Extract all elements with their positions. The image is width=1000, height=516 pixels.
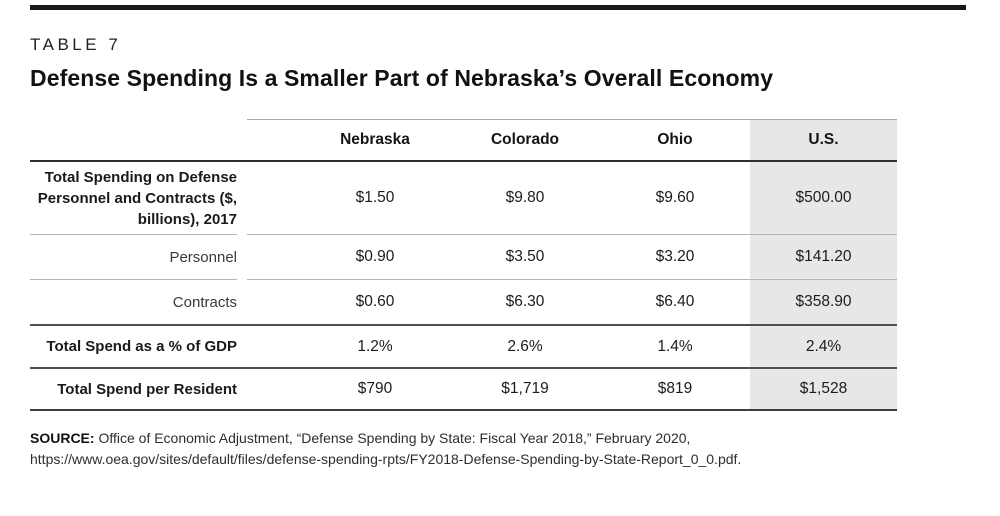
table-row-contracts: Contracts $0.60 $6.30 $6.40 $358.90	[30, 280, 897, 326]
cell-nebraska: 1.2%	[300, 326, 450, 369]
cell-ohio: $3.20	[600, 235, 750, 280]
column-gap	[237, 162, 247, 235]
source-label: SOURCE:	[30, 430, 95, 446]
report-page: TABLE 7 Defense Spending Is a Smaller Pa…	[0, 5, 1000, 470]
top-rule	[30, 5, 966, 10]
source-note: SOURCE: Office of Economic Adjustment, “…	[30, 428, 970, 470]
table-title: Defense Spending Is a Smaller Part of Ne…	[30, 65, 774, 91]
row-lead-spacer	[247, 280, 300, 326]
column-header-colorado: Colorado	[450, 119, 600, 162]
row-label: Total Spend as a % of GDP	[30, 326, 237, 369]
cell-colorado: $3.50	[450, 235, 600, 280]
header-row-label-spacer	[30, 119, 237, 162]
row-lead-spacer	[247, 369, 300, 411]
cell-colorado: $1,719	[450, 369, 600, 411]
column-gap	[237, 235, 247, 280]
cell-ohio: 1.4%	[600, 326, 750, 369]
cell-nebraska: $0.60	[300, 280, 450, 326]
cell-ohio: $819	[600, 369, 750, 411]
cell-nebraska: $0.90	[300, 235, 450, 280]
cell-colorado: 2.6%	[450, 326, 600, 369]
cell-ohio: $6.40	[600, 280, 750, 326]
column-header-ohio: Ohio	[600, 119, 750, 162]
column-gap	[237, 119, 247, 162]
table-row-personnel: Personnel $0.90 $3.50 $3.20 $141.20	[30, 235, 897, 280]
column-header-us: U.S.	[750, 119, 897, 162]
cell-nebraska: $790	[300, 369, 450, 411]
cell-us: $1,528	[750, 369, 897, 411]
row-label: Personnel	[30, 235, 237, 280]
column-gap	[237, 280, 247, 326]
column-gap	[237, 369, 247, 411]
row-lead-spacer	[247, 326, 300, 369]
row-label: Total Spending on Defense Personnel and …	[30, 162, 237, 235]
table-row-total-spending: Total Spending on Defense Personnel and …	[30, 162, 897, 235]
data-table: Nebraska Colorado Ohio U.S. Total Spendi…	[30, 119, 897, 411]
table-number-label: TABLE 7	[30, 35, 122, 54]
row-label: Contracts	[30, 280, 237, 326]
cell-colorado: $9.80	[450, 162, 600, 235]
cell-us: $141.20	[750, 235, 897, 280]
source-text: Office of Economic Adjustment, “Defense …	[30, 430, 742, 467]
table-header-row: Nebraska Colorado Ohio U.S.	[30, 119, 897, 162]
table-row-per-resident: Total Spend per Resident $790 $1,719 $81…	[30, 369, 897, 411]
row-lead-spacer	[247, 162, 300, 235]
row-label: Total Spend per Resident	[30, 369, 237, 411]
table-row-pct-gdp: Total Spend as a % of GDP 1.2% 2.6% 1.4%…	[30, 326, 897, 369]
header-lead-spacer	[247, 119, 300, 162]
row-lead-spacer	[247, 235, 300, 280]
column-header-nebraska: Nebraska	[300, 119, 450, 162]
cell-nebraska: $1.50	[300, 162, 450, 235]
cell-ohio: $9.60	[600, 162, 750, 235]
cell-us: 2.4%	[750, 326, 897, 369]
cell-us: $358.90	[750, 280, 897, 326]
cell-colorado: $6.30	[450, 280, 600, 326]
column-gap	[237, 326, 247, 369]
cell-us: $500.00	[750, 162, 897, 235]
